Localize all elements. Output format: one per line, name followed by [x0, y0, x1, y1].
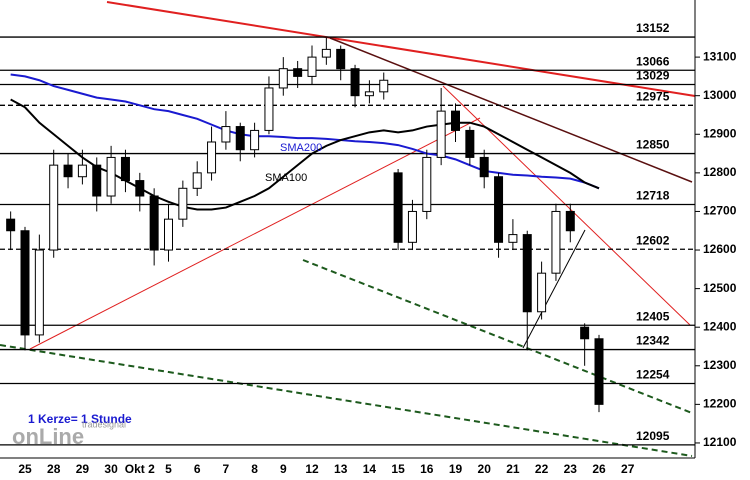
level-label: 13029 [636, 69, 670, 83]
x-tick-label: 7 [223, 462, 230, 476]
x-tick-label: 15 [391, 462, 405, 476]
candle-body [207, 141, 217, 174]
candle-body [551, 210, 561, 274]
x-tick-label: 27 [621, 462, 635, 476]
y-tick-label: 12100 [703, 435, 737, 449]
candle-body [250, 129, 260, 151]
candle-body [465, 129, 475, 158]
candle-body [63, 164, 73, 178]
candle-body [49, 164, 59, 251]
candle-body [379, 79, 389, 93]
candle-body [293, 68, 303, 77]
sma-label: SMA200 [280, 142, 322, 154]
candle-body [594, 338, 604, 405]
candle-body [451, 110, 460, 131]
y-tick-label: 13000 [703, 88, 737, 102]
candle-body [422, 156, 432, 212]
annotation: 1 Kerze= 1 Stunde [28, 412, 132, 426]
y-tick-label: 12700 [703, 204, 737, 218]
level-label: 12975 [636, 90, 670, 104]
candle-body [479, 156, 489, 178]
candle-body [178, 187, 188, 220]
candle-body [264, 87, 274, 131]
candle-body [494, 176, 504, 243]
candle-body [307, 56, 317, 77]
x-tick-label: 19 [449, 462, 463, 476]
trendline [106, 1, 696, 97]
level-label: 12095 [636, 429, 670, 443]
y-tick-label: 13100 [703, 49, 737, 63]
candle-body [221, 126, 231, 143]
y-tick-label: 12800 [703, 165, 737, 179]
candle-body [135, 180, 145, 197]
level-label: 13066 [636, 54, 670, 68]
candle-body [164, 218, 173, 251]
x-tick-label: 21 [506, 462, 520, 476]
candle-body [537, 272, 547, 313]
sma-line [10, 73, 600, 190]
candle-body [393, 172, 403, 243]
x-tick-label: 28 [47, 462, 61, 476]
x-tick-label: 23 [564, 462, 578, 476]
x-tick-label: 14 [363, 462, 377, 476]
candle-body [580, 326, 590, 340]
y-tick-label: 12400 [703, 319, 737, 333]
candle-body [321, 48, 331, 58]
x-tick-label: 25 [18, 462, 32, 476]
candle-body [77, 164, 87, 178]
candle-body [508, 234, 518, 243]
y-tick-label: 12500 [703, 281, 737, 295]
level-label: 13152 [636, 21, 670, 35]
candle-body [278, 68, 288, 89]
x-tick-label: 30 [104, 462, 118, 476]
sma-label: SMA100 [265, 172, 307, 184]
candle-body [92, 164, 102, 197]
candle-body [20, 230, 30, 336]
level-label: 12602 [636, 233, 670, 247]
x-tick-label: 13 [334, 462, 348, 476]
candle-body [350, 68, 360, 97]
candle-body [106, 156, 116, 197]
candle-body [34, 249, 44, 336]
candle-body [407, 210, 417, 243]
logo-sub: tradesignal [82, 419, 126, 429]
x-tick-label: Okt 2 [125, 462, 155, 476]
x-tick-label: 26 [592, 462, 606, 476]
y-tick-label: 12900 [703, 126, 737, 140]
trendline [329, 37, 693, 183]
candle-body [6, 218, 16, 232]
candle-body [149, 195, 159, 251]
x-tick-label: 12 [305, 462, 319, 476]
x-tick-label: 29 [76, 462, 90, 476]
y-tick-label: 12200 [703, 397, 737, 411]
y-tick-label: 12600 [703, 242, 737, 256]
candle-body [120, 156, 130, 182]
candle-body [522, 234, 532, 313]
trendline [0, 344, 693, 457]
candle-body [364, 91, 374, 97]
trendline [522, 229, 586, 349]
y-tick-label: 12300 [703, 358, 737, 372]
x-tick-label: 6 [194, 462, 201, 476]
level-label: 12342 [636, 334, 670, 348]
level-label: 12718 [636, 189, 670, 203]
level-label: 12254 [636, 368, 670, 382]
candle-body [565, 210, 575, 232]
level-label: 12850 [636, 138, 670, 152]
x-tick-label: 16 [420, 462, 434, 476]
x-tick-label: 8 [251, 462, 258, 476]
candle-body [235, 126, 245, 151]
x-tick-label: 22 [535, 462, 549, 476]
candle-body [336, 48, 346, 70]
x-tick-label: 5 [165, 462, 172, 476]
x-tick-label: 20 [478, 462, 492, 476]
x-tick-label: 9 [280, 462, 287, 476]
trendline [29, 117, 481, 350]
level-label: 12405 [636, 309, 670, 323]
candle-body [436, 110, 446, 158]
candle-body [192, 172, 202, 189]
